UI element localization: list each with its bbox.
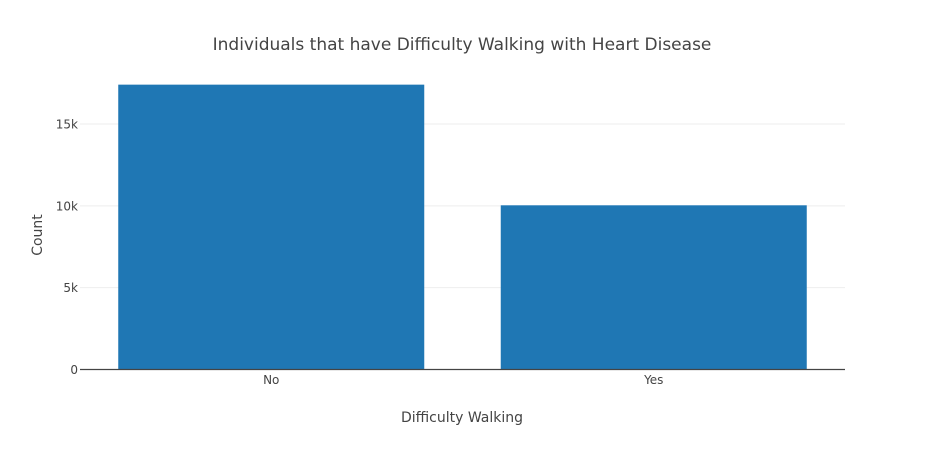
bars bbox=[118, 84, 807, 370]
bar-yes[interactable] bbox=[500, 205, 807, 370]
y-tick-label: 5k bbox=[63, 281, 78, 295]
x-axis-label: Difficulty Walking bbox=[401, 410, 523, 426]
y-axis-ticks: 0 5k 10k 15k bbox=[56, 118, 78, 377]
x-axis-ticks: No Yes bbox=[263, 373, 663, 387]
x-tick-label: No bbox=[263, 373, 279, 387]
chart-title: Individuals that have Difficulty Walking… bbox=[213, 35, 712, 55]
x-tick-label: Yes bbox=[643, 373, 663, 387]
y-axis-label: Count bbox=[30, 214, 46, 256]
y-tick-label: 10k bbox=[56, 199, 78, 213]
bar-no[interactable] bbox=[118, 84, 425, 370]
y-tick-label: 15k bbox=[56, 118, 78, 132]
y-tick-label: 0 bbox=[70, 363, 78, 377]
